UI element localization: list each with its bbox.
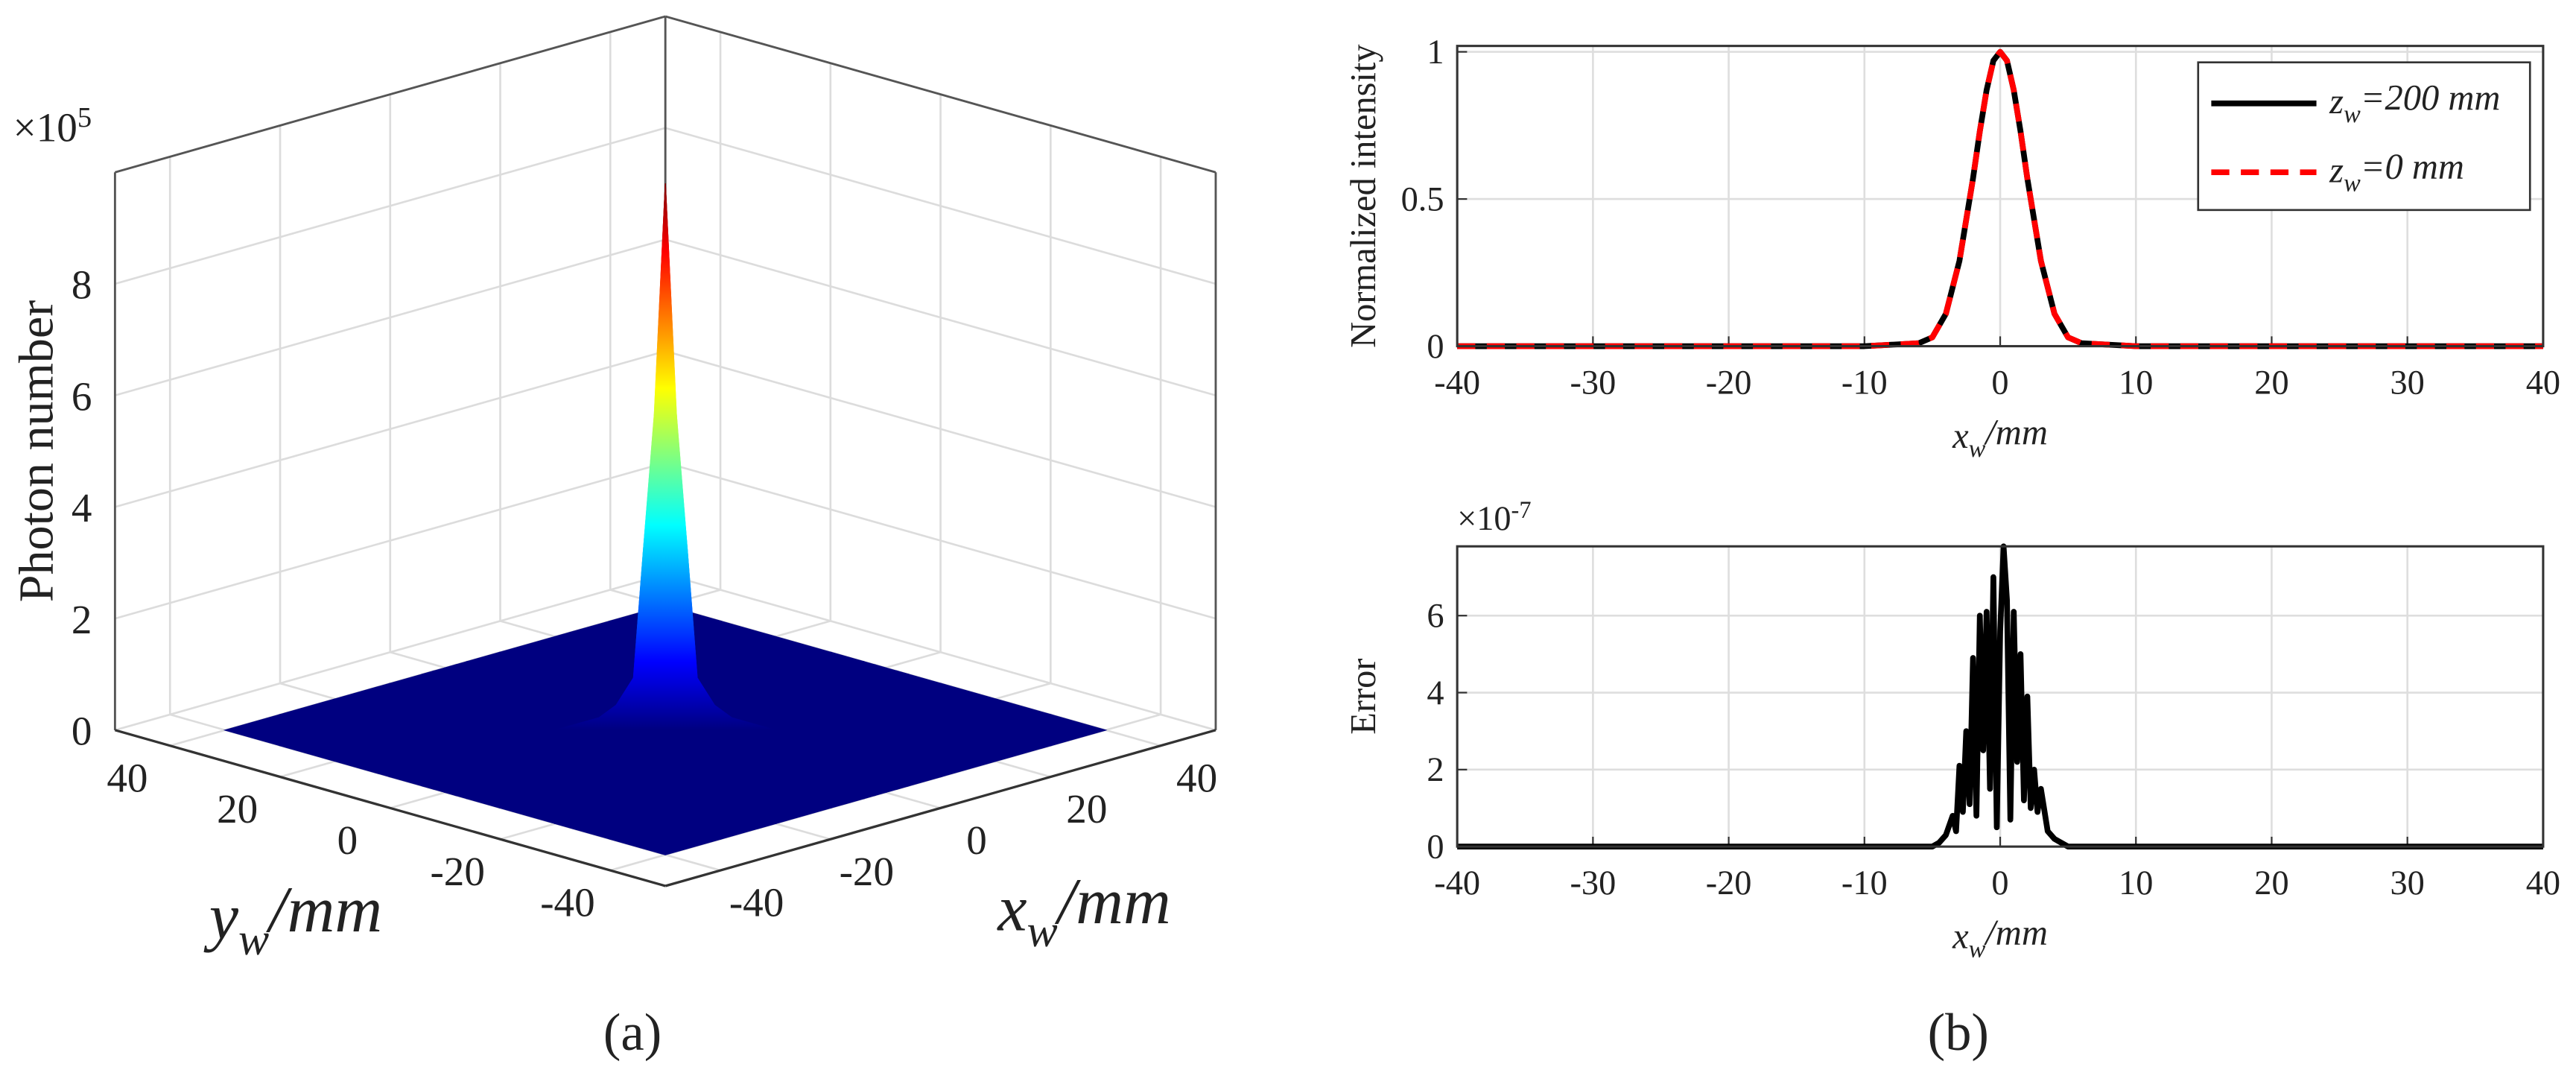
x-tick-label: -20 [1706,864,1752,902]
x-tick-label: 20 [2254,364,2288,402]
plot-box [1456,45,2545,348]
x-tick-label: -30 [1570,864,1617,902]
x-tick-label: -20 [1706,364,1752,402]
y-tick-label: 0 [337,817,358,863]
z-tick-label: 0 [72,709,92,754]
x-tick-label: -40 [1434,364,1480,402]
x-axis-label: xw/mm [1952,413,2048,463]
z-tick-label: 2 [72,597,92,642]
scale-label: ×10-7 [1457,497,1531,538]
z-tick-label: 4 [72,485,92,531]
grid-line [664,127,1216,285]
y-tick-label: 0 [1427,328,1444,366]
text-part: y [203,881,239,954]
z-tick-label: 6 [72,373,92,419]
y-tick-label: -20 [430,849,484,894]
text-part: z [2329,82,2344,121]
text-part: z [2329,151,2344,190]
x-axis-label: xw/mm [1952,914,2048,963]
box-edge [664,15,1216,174]
y-tick-label: 6 [1427,598,1444,636]
text-part: /mm [265,873,382,946]
x-tick-label: 20 [1066,786,1107,832]
text-part: /mm [1983,413,2048,452]
y-tick-label: 2 [1427,751,1444,789]
y-tick-label: 4 [1427,674,1444,712]
x-tick-label: -20 [840,849,894,894]
x-tick-label: 0 [966,817,987,863]
grid-line [664,573,1216,732]
x-tick-label: -40 [1434,864,1480,902]
y-tick-label: -40 [540,880,594,925]
text-part: ×10 [13,104,77,150]
box-edge [114,15,666,174]
text-part: x [1952,917,1969,957]
text-part: w [1969,936,1986,963]
text-part: =200 mm [2361,78,2501,118]
grid-line [664,349,1216,508]
text-part: w [1969,435,1986,463]
grid-line [115,573,666,732]
text-part: /mm [1054,865,1171,938]
x-tick-label: 10 [2119,364,2153,402]
text-part: -7 [1511,497,1532,524]
y-tick-label: 40 [107,755,147,800]
y-tick-label: 20 [217,786,258,832]
grid-line [115,349,666,508]
text-part: x [1952,417,1969,456]
grid-line [115,127,666,285]
x-axis-label: xw/mm [996,865,1170,957]
text-part: w [2344,169,2361,197]
z-axis-label: Photon number [10,300,64,602]
scale-label: ×105 [13,102,92,150]
text-part: =0 mm [2361,147,2464,186]
grid-line [115,461,666,620]
x-tick-label: 10 [2119,864,2153,902]
series-line [1457,48,2543,349]
x-axis [664,729,1216,887]
y-axis [114,729,666,887]
y-tick-label: 1 [1427,34,1444,72]
y-tick-label: 0.5 [1401,181,1444,219]
grid-line [664,238,1216,396]
x-tick-label: -10 [1841,364,1888,402]
x-tick-label: 30 [2391,364,2425,402]
x-tick-label: 0 [1991,864,2008,902]
x-tick-label: 20 [2254,864,2288,902]
series-line [1457,543,2543,850]
text-part: x [996,873,1027,946]
plot-box [1456,545,2545,848]
text-part: /mm [1983,914,2048,953]
legend-label: zw=0 mm [2329,147,2464,197]
legend-box [2197,61,2531,212]
text-part: 5 [77,102,92,133]
surface-patch [608,823,723,855]
x-tick-label: -40 [729,880,784,925]
panel-label: (b) [1928,1004,1989,1062]
text-part: w [1027,906,1058,957]
y-axis-label: yw/mm [203,873,382,965]
x-tick-label: -30 [1570,364,1617,402]
x-tick-label: 40 [2526,864,2560,902]
x-tick-label: 0 [1991,364,2008,402]
y-axis-label: Normalized intensity [1344,44,1383,348]
text-part: w [2344,101,2361,128]
legend-label: zw=200 mm [2329,78,2500,128]
text-part: w [238,914,269,965]
panel-label: (a) [603,1004,662,1062]
text-part: ×10 [1457,500,1511,538]
z-tick-label: 8 [72,262,92,308]
x-tick-label: -10 [1841,864,1888,902]
grid-line [115,238,666,396]
grid-line [664,461,1216,620]
y-axis-label: Error [1344,659,1383,735]
y-tick-label: 0 [1427,829,1444,867]
x-tick-label: 40 [2526,364,2560,402]
x-tick-label: 40 [1176,755,1217,800]
x-tick-label: 30 [2391,864,2425,902]
